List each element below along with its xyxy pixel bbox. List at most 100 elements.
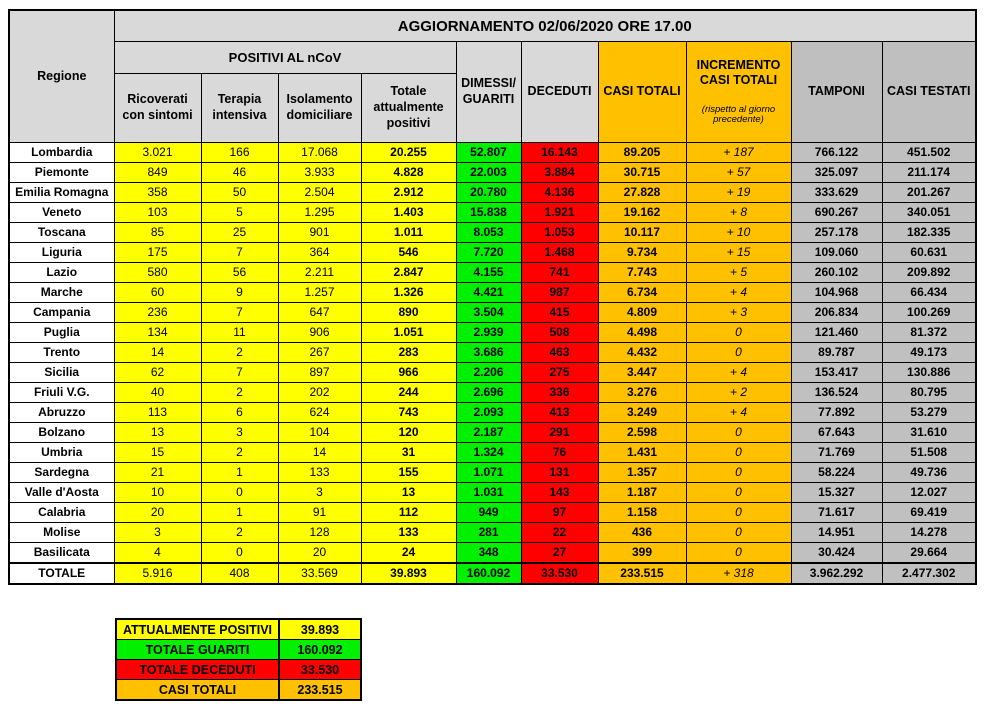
cell-deceduti: 741 <box>520 261 599 283</box>
cell-incremento: + 57 <box>685 161 792 183</box>
cell-guariti: 1.071 <box>455 461 522 483</box>
col-header-deceduti: DECEDUTI <box>520 41 599 143</box>
cell-deceduti: 131 <box>520 461 599 483</box>
cell-casi-testati: 201.267 <box>881 181 977 203</box>
cell-ricoverati: 3 <box>113 521 202 543</box>
cell-region: Campania <box>8 301 115 323</box>
cell-totale-positivi: 20.255 <box>360 141 457 163</box>
table-row: Umbria 15 2 14 31 1.324 76 1.431 0 71.769 51.508 <box>8 441 977 463</box>
cell-deceduti: 508 <box>520 321 599 343</box>
cell-incremento: 0 <box>685 501 792 523</box>
legend-value: 33.530 <box>278 659 362 680</box>
cell-isolamento: 20 <box>277 541 362 564</box>
cell-terapia: 25 <box>200 221 279 243</box>
cell-isolamento: 901 <box>277 221 362 243</box>
cell-totale-positivi: 283 <box>360 341 457 363</box>
col-header-dimessi-guariti: DIMESSI/ GUARITI <box>455 41 522 143</box>
cell-region: Valle d'Aosta <box>8 481 115 503</box>
cell-totale-positivi: 1.011 <box>360 221 457 243</box>
cell-deceduti: 27 <box>520 541 599 564</box>
cell-ricoverati: 10 <box>113 481 202 503</box>
col-header-casi-testati: CASI TESTATI <box>881 41 977 143</box>
cell-isolamento: 3.933 <box>277 161 362 183</box>
cell-terapia: 2 <box>200 341 279 363</box>
cell-isolamento: 128 <box>277 521 362 543</box>
cell-terapia: 1 <box>200 501 279 523</box>
cell-isolamento: 104 <box>277 421 362 443</box>
cell-guariti: 22.003 <box>455 161 522 183</box>
cell-terapia: 2 <box>200 441 279 463</box>
cell-casi-totali: 3.447 <box>597 361 687 383</box>
cell-ricoverati: 236 <box>113 301 202 323</box>
cell-casi-testati: 451.502 <box>881 141 977 163</box>
col-header-incremento-main: INCREMENTO CASI TOTALI <box>696 57 781 88</box>
table-row: Puglia 134 11 906 1.051 2.939 508 4.498 0 121.460… <box>8 321 977 343</box>
cell-region: Sicilia <box>8 361 115 383</box>
legend-label: TOTALE DECEDUTI <box>115 659 280 680</box>
cell-guariti: 8.053 <box>455 221 522 243</box>
cell-region: Trento <box>8 341 115 363</box>
cell-casi-testati: 81.372 <box>881 321 977 343</box>
table-row: Lombardia 3.021 166 17.068 20.255 52.807 16.14… <box>8 141 977 163</box>
cell-totale-positivi: 39.893 <box>360 561 457 585</box>
cell-totale-positivi: 1.051 <box>360 321 457 343</box>
totale-row: TOTALE 5.916 408 33.569 39.893 160.092 33.530 2… <box>8 561 977 585</box>
cell-totale-positivi: 546 <box>360 241 457 263</box>
cell-ricoverati: 3.021 <box>113 141 202 163</box>
cell-casi-testati: 12.027 <box>881 481 977 503</box>
cell-incremento: 0 <box>685 481 792 503</box>
cell-guariti: 949 <box>455 501 522 523</box>
cell-terapia: 5 <box>200 201 279 223</box>
cell-isolamento: 624 <box>277 401 362 423</box>
cell-totale-positivi: 13 <box>360 481 457 503</box>
cell-tamponi: 257.178 <box>790 221 883 243</box>
cell-ricoverati: 21 <box>113 461 202 483</box>
cell-casi-totali: 399 <box>597 541 687 564</box>
table-header: Regione AGGIORNAMENTO 02/06/2020 ORE 17.… <box>8 9 977 143</box>
cell-region: Liguria <box>8 241 115 263</box>
cell-incremento: 0 <box>685 461 792 483</box>
cell-totale-positivi: 890 <box>360 301 457 323</box>
cell-deceduti: 4.136 <box>520 181 599 203</box>
cell-ricoverati: 5.916 <box>113 561 202 585</box>
cell-region: Puglia <box>8 321 115 343</box>
cell-isolamento: 1.257 <box>277 281 362 303</box>
cell-guariti: 4.421 <box>455 281 522 303</box>
table-row: Molise 3 2 128 133 281 22 436 0 14.951 14.278 <box>8 521 977 543</box>
cell-casi-testati: 100.269 <box>881 301 977 323</box>
cell-tamponi: 690.267 <box>790 201 883 223</box>
cell-totale-positivi: 24 <box>360 541 457 564</box>
cell-casi-totali: 10.117 <box>597 221 687 243</box>
cell-tamponi: 71.617 <box>790 501 883 523</box>
cell-terapia: 7 <box>200 361 279 383</box>
cell-totale-positivi: 966 <box>360 361 457 383</box>
cell-terapia: 0 <box>200 481 279 503</box>
cell-isolamento: 1.295 <box>277 201 362 223</box>
cell-totale-positivi: 133 <box>360 521 457 543</box>
cell-deceduti: 1.921 <box>520 201 599 223</box>
cell-tamponi: 67.643 <box>790 421 883 443</box>
cell-deceduti: 987 <box>520 281 599 303</box>
cell-incremento: 0 <box>685 541 792 564</box>
cell-ricoverati: 175 <box>113 241 202 263</box>
cell-region: Sardegna <box>8 461 115 483</box>
cell-casi-totali: 233.515 <box>597 561 687 585</box>
cell-tamponi: 58.224 <box>790 461 883 483</box>
cell-ricoverati: 14 <box>113 341 202 363</box>
cell-deceduti: 336 <box>520 381 599 403</box>
cell-region: Calabria <box>8 501 115 523</box>
legend-label: TOTALE GUARITI <box>115 639 280 660</box>
cell-region: Basilicata <box>8 541 115 564</box>
cell-casi-testati: 51.508 <box>881 441 977 463</box>
cell-deceduti: 97 <box>520 501 599 523</box>
cell-guariti: 1.031 <box>455 481 522 503</box>
cell-tamponi: 109.060 <box>790 241 883 263</box>
cell-casi-testati: 182.335 <box>881 221 977 243</box>
cell-casi-totali: 3.276 <box>597 381 687 403</box>
cell-region: Lazio <box>8 261 115 283</box>
cell-casi-totali: 6.734 <box>597 281 687 303</box>
cell-guariti: 15.838 <box>455 201 522 223</box>
cell-deceduti: 3.884 <box>520 161 599 183</box>
cell-guariti: 4.155 <box>455 261 522 283</box>
